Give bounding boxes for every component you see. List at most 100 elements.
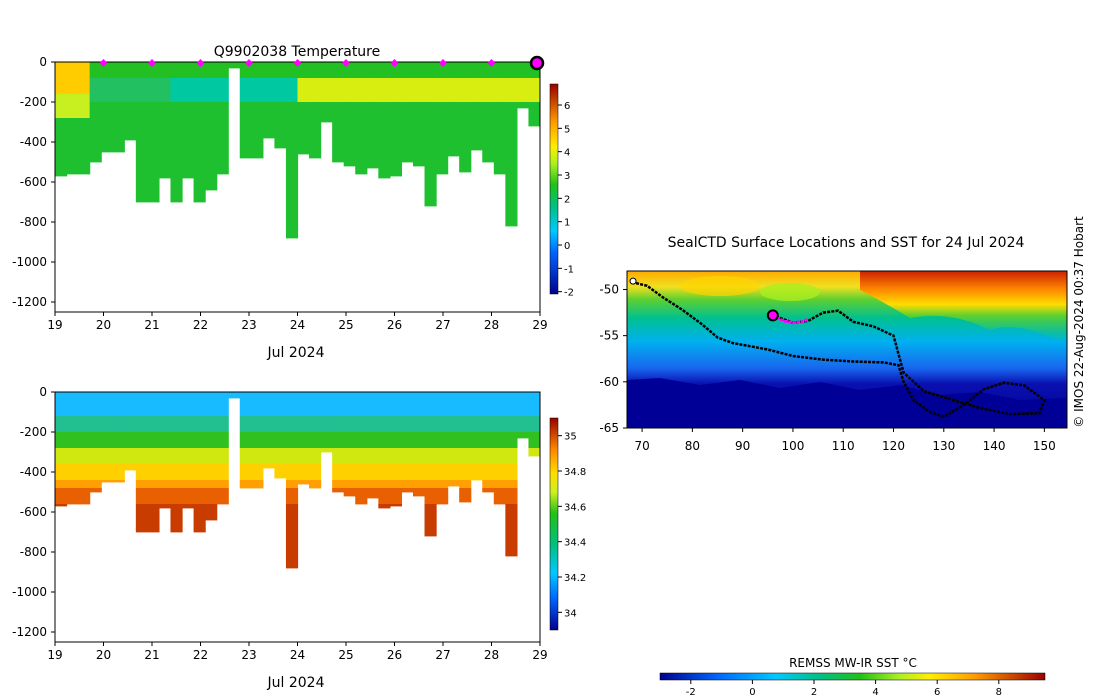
- temperature-cell: [412, 150, 426, 159]
- x-tick-label: 27: [435, 648, 450, 662]
- salinity-cell: [147, 512, 160, 521]
- salinity-cell: [147, 504, 160, 513]
- salinity-cell: [343, 392, 356, 401]
- temperature-cell: [89, 62, 102, 71]
- temperature-cell: [493, 70, 506, 79]
- salinity-cell: [112, 448, 125, 457]
- x-tick-label: 26: [387, 318, 402, 332]
- temperature-cell: [147, 190, 160, 199]
- salinity-cell: [124, 440, 137, 449]
- temperature-cell: [482, 150, 495, 159]
- temperature-cell: [112, 94, 125, 103]
- temperature-cell: [493, 118, 506, 127]
- temperature-cell: [193, 198, 206, 203]
- salinity-cell: [285, 504, 299, 513]
- salinity-cell: [401, 456, 414, 465]
- x-tick-label: 21: [144, 648, 159, 662]
- temperature-cell: [436, 150, 449, 159]
- temperature-cell: [124, 78, 137, 87]
- temperature-cell: [182, 166, 195, 175]
- sst-colorbar: [659, 672, 1046, 681]
- salinity-cell: [493, 392, 506, 401]
- salinity-cell: [343, 472, 356, 481]
- temperature-cell: [401, 126, 414, 135]
- temperature-cell: [447, 150, 460, 157]
- y-tick-label: -400: [20, 465, 47, 479]
- surface-marker: [99, 59, 108, 67]
- salinity-cell: [251, 472, 264, 481]
- salinity-cell: [424, 408, 437, 417]
- salinity-cell: [112, 440, 125, 449]
- salinity-cell: [55, 464, 68, 473]
- colorbar-tick-label: 1: [564, 218, 570, 229]
- salinity-cell: [470, 424, 483, 433]
- x-tick-label: 24: [290, 648, 305, 662]
- salinity-cell: [147, 424, 160, 433]
- temperature-cell: [424, 118, 437, 127]
- temperature-cell: [147, 134, 160, 143]
- salinity-cell: [262, 392, 276, 401]
- salinity-cell: [193, 472, 206, 481]
- salinity-cell: [193, 496, 206, 505]
- temperature-cell: [89, 86, 102, 95]
- salinity-cell: [505, 504, 518, 513]
- temperature-cell: [135, 158, 148, 167]
- salinity-cell: [124, 400, 137, 409]
- temperature-cell: [482, 102, 495, 111]
- temperature-cell: [135, 78, 148, 87]
- x-tick-label: 28: [484, 648, 499, 662]
- temperature-cell: [505, 94, 518, 103]
- temperature-cell: [262, 134, 276, 139]
- start-position-marker: [629, 277, 637, 285]
- temperature-cell: [216, 102, 229, 111]
- salinity-cell: [158, 456, 172, 465]
- temperature-cell: [355, 94, 368, 103]
- temperature-cell: [447, 126, 460, 135]
- temperature-cell: [274, 86, 287, 95]
- y-tick-label: -600: [20, 505, 47, 519]
- temperature-cell: [147, 94, 160, 103]
- temperature-cell: [309, 142, 322, 151]
- salinity-cell: [297, 480, 310, 485]
- salinity-cell: [135, 400, 148, 409]
- salinity-cell: [101, 440, 114, 449]
- temperature-cell: [135, 190, 148, 199]
- salinity-cell: [274, 456, 287, 465]
- salinity-cell: [285, 480, 299, 489]
- temperature-cell: [459, 70, 472, 79]
- temperature-cell: [193, 150, 206, 159]
- salinity-cell: [505, 496, 518, 505]
- temperature-cell: [101, 102, 114, 111]
- salinity-cell: [251, 408, 264, 417]
- sst-warm-patch: [680, 276, 760, 296]
- salinity-cell: [216, 448, 229, 457]
- temperature-cell: [182, 126, 195, 135]
- salinity-cell: [193, 488, 206, 497]
- salinity-cell: [424, 504, 437, 513]
- map-x-tick-label: 80: [685, 439, 700, 453]
- temperature-cell: [447, 70, 460, 79]
- map-x-tick-label: 140: [983, 439, 1006, 453]
- temperature-cell: [309, 62, 322, 71]
- temperature-cell: [493, 158, 506, 167]
- temperature-cell: [78, 126, 91, 135]
- last-position-marker: [529, 55, 545, 71]
- salinity-cell: [55, 400, 68, 409]
- salinity-cell: [516, 416, 530, 425]
- temperature-cell: [66, 94, 79, 103]
- temperature-cell: [355, 102, 368, 111]
- temperature-cell: [424, 142, 437, 151]
- temperature-cell: [182, 150, 195, 159]
- salinity-cell: [470, 400, 483, 409]
- salinity-cell: [366, 416, 379, 425]
- temperature-cell: [378, 70, 391, 79]
- salinity-cell: [389, 416, 403, 425]
- temperature-cell: [447, 94, 460, 103]
- temperature-cell: [424, 134, 437, 143]
- salinity-cell: [482, 448, 495, 457]
- salinity-cell: [239, 464, 252, 473]
- salinity-cell: [89, 472, 102, 481]
- salinity-cell: [55, 432, 68, 441]
- temperature-cell: [528, 118, 540, 127]
- temperature-cell: [205, 78, 218, 87]
